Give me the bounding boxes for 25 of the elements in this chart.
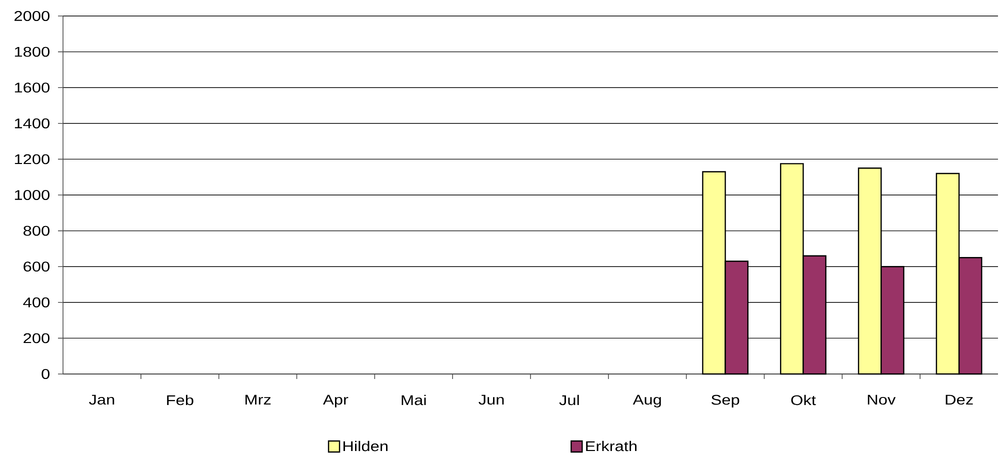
x-tick-label: Aug xyxy=(632,394,661,408)
x-tick-label: Feb xyxy=(167,394,194,406)
y-tick-label: 1800 xyxy=(14,46,50,57)
y-tick-label: 0 xyxy=(42,369,50,379)
y-tick-label: 1400 xyxy=(14,118,50,128)
y-tick-label: 600 xyxy=(24,262,50,272)
y-tick-label: 1200 xyxy=(14,154,50,164)
legend-label: Hilden xyxy=(343,440,388,452)
y-tick-label: 400 xyxy=(23,297,50,308)
y-tick-label: 200 xyxy=(24,333,50,344)
x-tick-label: Apr xyxy=(323,394,348,408)
x-tick-label: Sep xyxy=(711,394,740,408)
x-tick-label: Jan xyxy=(89,394,114,405)
x-tick-label: Jun xyxy=(478,394,504,405)
x-tick-label: Dez xyxy=(946,394,973,405)
y-tick-label: 1000 xyxy=(14,190,50,200)
legend-label: Erkrath xyxy=(586,440,637,452)
y-tick-label: 800 xyxy=(24,226,50,236)
y-tick-label: 2000 xyxy=(14,11,50,21)
x-tick-label: Okt xyxy=(791,394,816,406)
x-tick-label: Nov xyxy=(868,394,896,405)
y-tick-label: 1600 xyxy=(14,82,50,93)
x-tick-label: Jul xyxy=(559,394,579,406)
x-tick-label: Mrz xyxy=(246,394,271,404)
x-tick-label: Mai xyxy=(402,394,426,406)
